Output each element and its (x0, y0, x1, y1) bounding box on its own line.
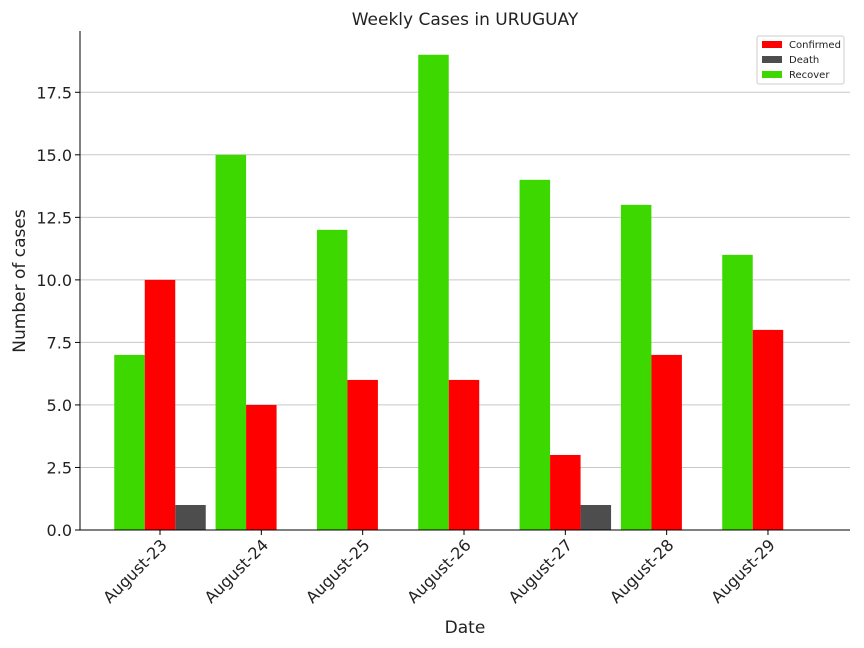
grid-lines (80, 91, 850, 468)
x-tick-label: August-25 (302, 535, 374, 607)
bars (114, 54, 784, 531)
x-tick-label: August-23 (99, 535, 171, 607)
y-tick-label: 7.5 (47, 333, 72, 352)
x-tick-label: August-26 (403, 535, 475, 607)
chart-title: Weekly Cases in URUGUAY (352, 10, 579, 30)
legend: Confirmed Death Recover (756, 35, 845, 85)
bar-recover (114, 354, 145, 530)
bar-confirmed (246, 404, 277, 530)
legend-swatch (762, 41, 782, 48)
x-ticks: August-23 August-24 August-25 August-26 Augu… (99, 530, 779, 607)
bar-confirmed (550, 454, 581, 530)
bar-confirmed (347, 379, 378, 530)
y-tick-label: 15.0 (36, 146, 72, 165)
y-tick-label: 10.0 (36, 271, 72, 290)
bar-death (580, 504, 612, 530)
legend-label: Recover (789, 70, 830, 81)
x-tick-label: August-28 (606, 535, 678, 607)
legend-label: Death (789, 55, 819, 66)
x-tick-label: August-24 (201, 535, 273, 607)
bar-confirmed (752, 329, 784, 530)
y-tick-label: 0.0 (47, 521, 72, 540)
y-axis-label: Number of cases (10, 209, 30, 353)
bar-recover (316, 229, 348, 531)
legend-swatch (762, 56, 782, 63)
y-tick-label: 5.0 (47, 396, 72, 415)
y-tick-label: 2.5 (47, 458, 72, 477)
y-tick-label: 12.5 (36, 208, 72, 227)
y-tick-label: 17.5 (36, 83, 72, 102)
legend-swatch (762, 71, 782, 78)
x-tick-label: August-27 (505, 535, 577, 607)
bar-confirmed (651, 354, 682, 530)
y-ticks: 0.0 2.5 5.0 7.5 10.0 12.5 15.0 17.5 (36, 83, 80, 540)
bar-recover (620, 204, 652, 530)
bar-death (175, 504, 206, 530)
bar-recover (519, 179, 551, 530)
bar-confirmed (144, 279, 176, 530)
bar-recover (418, 54, 449, 531)
x-tick-label: August-29 (707, 535, 779, 607)
x-axis-label: Date (445, 618, 486, 638)
bar-recover (722, 254, 753, 530)
bar-recover (215, 154, 247, 531)
bar-confirmed (448, 379, 480, 530)
legend-label: Confirmed (789, 40, 841, 51)
